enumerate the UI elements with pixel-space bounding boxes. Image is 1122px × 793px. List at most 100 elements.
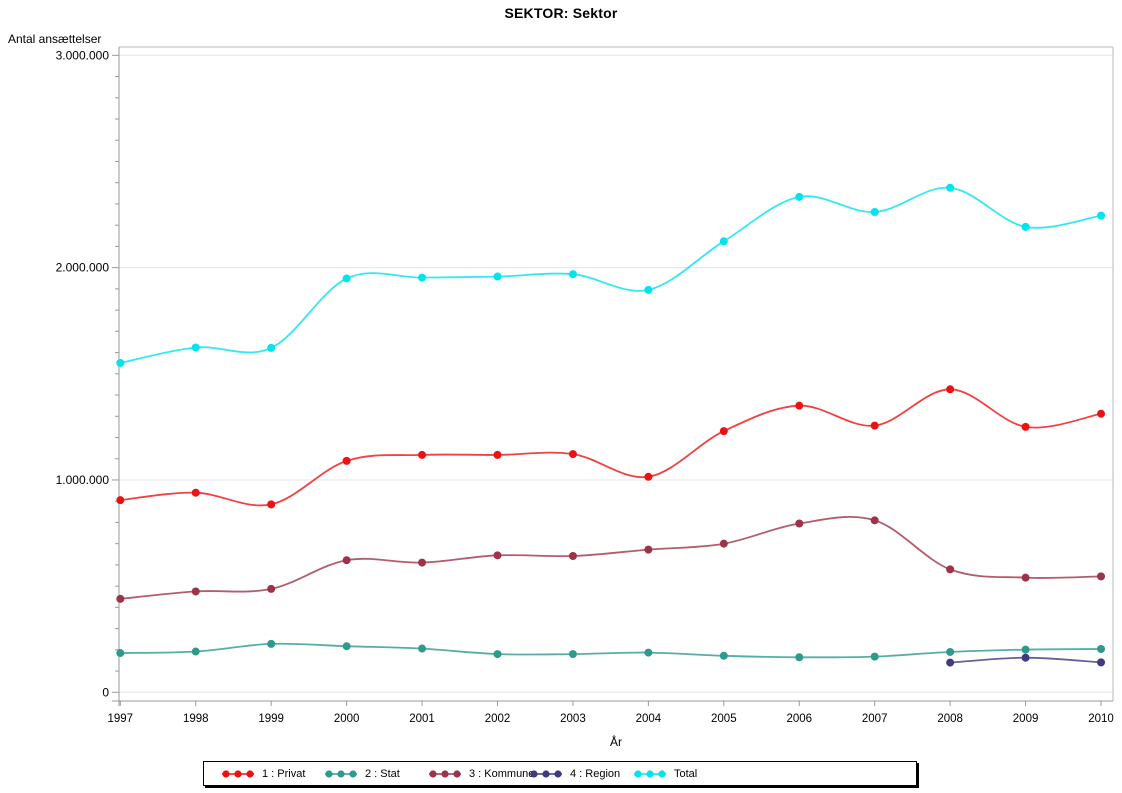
x-tick-label: 2005 bbox=[711, 713, 737, 725]
series-point-stat bbox=[493, 650, 502, 659]
series-point-total bbox=[1021, 222, 1030, 231]
series-point-kommune bbox=[870, 516, 879, 525]
series-point-privat bbox=[1021, 422, 1030, 431]
legend: 1 : Privat 2 : Stat 3 : Kommune 4 : Region T… bbox=[203, 761, 917, 786]
series-point-kommune bbox=[644, 545, 653, 554]
series-point-privat bbox=[1097, 409, 1106, 418]
series-point-stat bbox=[342, 642, 351, 651]
legend-label-total: Total bbox=[674, 767, 698, 780]
series-point-privat bbox=[116, 496, 125, 505]
series-point-privat bbox=[191, 488, 200, 497]
series-point-stat bbox=[191, 647, 200, 656]
series-point-privat bbox=[418, 450, 427, 459]
series-point-total bbox=[116, 358, 125, 367]
x-tick-label: 2010 bbox=[1088, 713, 1114, 725]
series-point-kommune bbox=[795, 519, 804, 528]
y-tick-label: 2.000.000 bbox=[56, 261, 110, 275]
x-tick-label: 1997 bbox=[108, 713, 134, 725]
series-point-stat bbox=[795, 653, 804, 662]
series-point-total bbox=[418, 273, 427, 282]
legend-marker-icon bbox=[222, 769, 254, 778]
x-tick-label: 2007 bbox=[862, 713, 888, 725]
chart-title: SEKTOR: Sektor bbox=[504, 5, 618, 21]
legend-label-region: 4 : Region bbox=[570, 767, 621, 780]
series-line-total bbox=[120, 186, 1102, 364]
x-axis-title: År bbox=[610, 735, 622, 749]
legend-marker-icon bbox=[429, 769, 461, 778]
legend-entry-privat: 1 : Privat bbox=[221, 762, 305, 785]
series-point-total bbox=[267, 343, 276, 352]
series-point-total bbox=[719, 237, 728, 246]
series-point-stat bbox=[267, 639, 276, 648]
series-point-privat bbox=[795, 401, 804, 410]
x-tick-label: 2004 bbox=[636, 713, 662, 725]
legend-marker-icon bbox=[634, 769, 666, 778]
x-tick-label: 2009 bbox=[1013, 713, 1039, 725]
legend-label-stat: 2 : Stat bbox=[365, 767, 400, 780]
series-point-total bbox=[644, 285, 653, 294]
series-point-privat bbox=[719, 427, 728, 436]
series-point-kommune bbox=[493, 551, 502, 560]
series-point-stat bbox=[116, 649, 125, 658]
legend-entry-total: Total bbox=[633, 762, 697, 785]
series-point-kommune bbox=[719, 539, 728, 548]
legend-entry-stat: 2 : Stat bbox=[324, 762, 400, 785]
series-point-total bbox=[795, 192, 804, 201]
legend-label-kommune: 3 : Kommune bbox=[469, 767, 535, 780]
series-point-total bbox=[946, 183, 955, 192]
series-line-stat bbox=[120, 642, 1102, 659]
series-point-kommune bbox=[568, 551, 577, 560]
series-point-region bbox=[1097, 658, 1106, 667]
series-point-stat bbox=[1021, 645, 1030, 654]
x-tick-label: 1999 bbox=[258, 713, 284, 725]
series-point-stat bbox=[568, 650, 577, 659]
series-point-region bbox=[1021, 653, 1030, 662]
x-tick-label: 2008 bbox=[937, 713, 963, 725]
series-point-region bbox=[946, 658, 955, 667]
series-point-stat bbox=[644, 648, 653, 657]
series-line-kommune bbox=[120, 515, 1102, 600]
series-point-total bbox=[342, 274, 351, 283]
series-point-stat bbox=[946, 647, 955, 656]
series-point-privat bbox=[267, 500, 276, 509]
series-point-privat bbox=[946, 385, 955, 394]
x-tick-label: 2002 bbox=[485, 713, 511, 725]
y-tick-label: 3.000.000 bbox=[56, 48, 110, 62]
legend-marker-icon bbox=[530, 769, 562, 778]
legend-label-privat: 1 : Privat bbox=[262, 767, 306, 780]
series-point-stat bbox=[418, 644, 427, 653]
series-point-kommune bbox=[418, 558, 427, 567]
series-point-stat bbox=[719, 651, 728, 660]
series-point-total bbox=[870, 208, 879, 217]
series-point-total bbox=[1097, 211, 1106, 220]
series-point-kommune bbox=[267, 584, 276, 593]
series-point-stat bbox=[1097, 644, 1106, 653]
series-point-privat bbox=[870, 421, 879, 430]
series-point-kommune bbox=[191, 587, 200, 596]
series-point-kommune bbox=[116, 594, 125, 603]
series-point-kommune bbox=[946, 565, 955, 574]
x-tick-label: 2006 bbox=[786, 713, 812, 725]
series-point-kommune bbox=[1021, 573, 1030, 582]
series-point-kommune bbox=[1097, 572, 1106, 581]
legend-marker-icon bbox=[325, 769, 357, 778]
x-tick-label: 2000 bbox=[334, 713, 360, 725]
series-point-privat bbox=[644, 472, 653, 481]
legend-entry-kommune: 3 : Kommune bbox=[428, 762, 534, 785]
series-line-privat bbox=[120, 388, 1102, 507]
series-point-privat bbox=[493, 450, 502, 459]
y-tick-label: 1.000.000 bbox=[56, 473, 110, 487]
series-point-total bbox=[568, 270, 577, 279]
series-point-privat bbox=[568, 450, 577, 459]
series-point-total bbox=[191, 343, 200, 352]
x-tick-label: 2001 bbox=[409, 713, 435, 725]
y-tick-label: 0 bbox=[102, 685, 109, 699]
series-point-kommune bbox=[342, 556, 351, 565]
series-point-stat bbox=[870, 652, 879, 661]
y-axis-title: Antal ansættelser bbox=[8, 32, 102, 46]
x-tick-label: 2003 bbox=[560, 713, 586, 725]
series-point-total bbox=[493, 272, 502, 281]
series-point-privat bbox=[342, 456, 351, 465]
